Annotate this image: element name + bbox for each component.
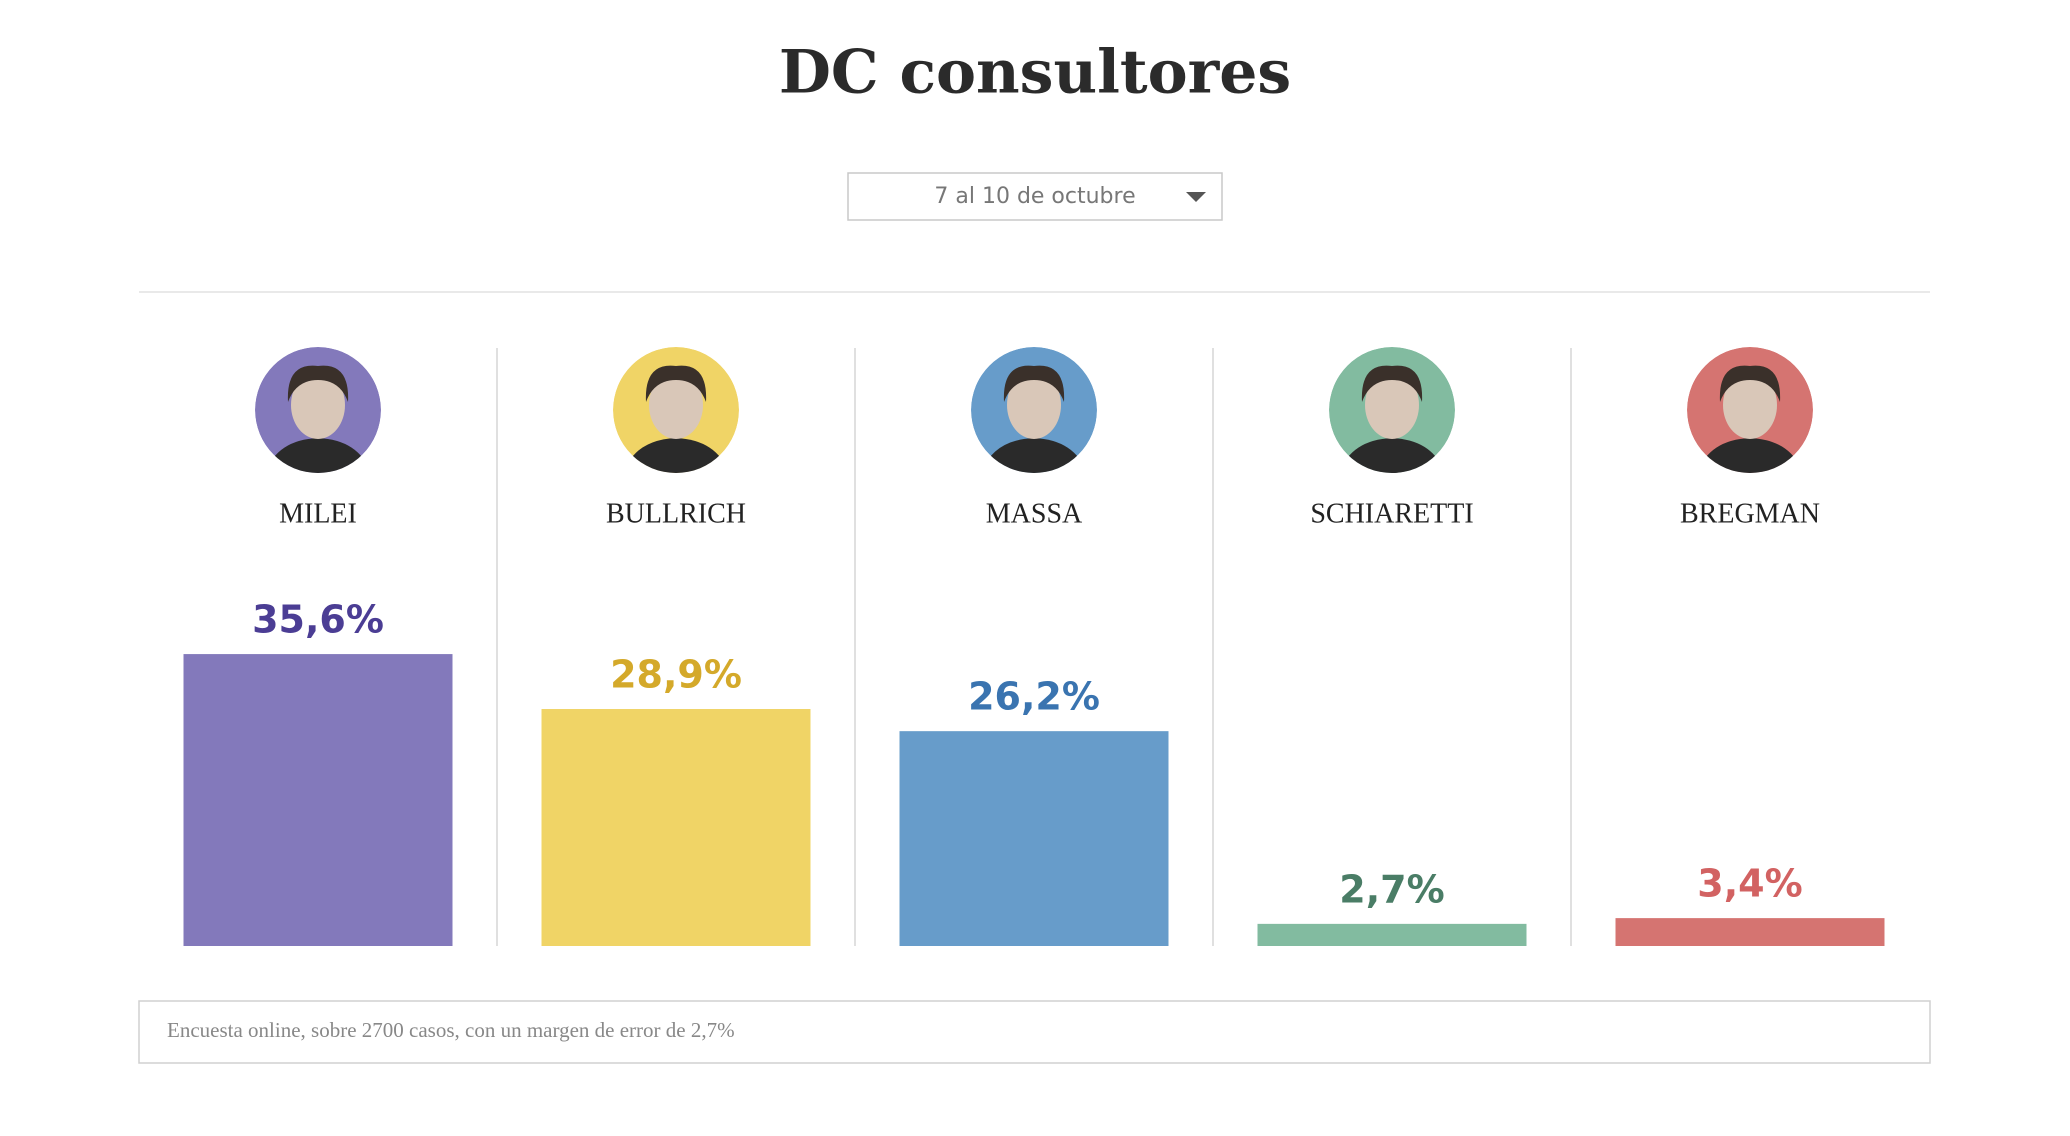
avatar xyxy=(255,347,381,473)
avatar xyxy=(613,347,739,473)
bar xyxy=(183,654,453,946)
note-box xyxy=(138,1000,1931,1064)
bar xyxy=(1615,918,1885,946)
avatar xyxy=(1687,347,1813,473)
value-label: 26,2% xyxy=(968,675,1100,719)
chart-title: DC consultores xyxy=(779,38,1291,108)
avatar-head xyxy=(291,371,345,439)
value-label: 3,4% xyxy=(1697,862,1802,906)
avatar-hair xyxy=(287,365,349,402)
dropdown-text[interactable]: 7 al 10 de octubre xyxy=(934,184,1135,209)
avatar-head xyxy=(649,371,703,439)
avatar xyxy=(971,347,1097,473)
dropdown-arrow[interactable] xyxy=(1186,192,1206,202)
candidate-name: BULLRICH xyxy=(606,498,746,529)
dropdown-box[interactable] xyxy=(847,172,1223,221)
avatar-hair xyxy=(1003,365,1065,402)
candidate-name: SCHIARETTI xyxy=(1310,498,1473,529)
candidate-name: MILEI xyxy=(279,498,357,529)
value-label: 2,7% xyxy=(1339,867,1444,911)
avatar-head xyxy=(1007,371,1061,439)
avatar-hair xyxy=(1719,365,1781,402)
avatar xyxy=(1329,347,1455,473)
avatar-hair xyxy=(1361,365,1423,402)
period-dropdown[interactable]: 7 al 10 de octubre xyxy=(847,172,1223,221)
note: Encuesta online, sobre 2700 casos, con u… xyxy=(167,1018,735,1042)
value-label: 35,6% xyxy=(252,598,384,642)
candidate-name: MASSA xyxy=(986,498,1083,529)
avatar-head xyxy=(1365,371,1419,439)
avatar-head xyxy=(1723,371,1777,439)
bar xyxy=(899,731,1169,946)
avatar-hair xyxy=(645,365,707,402)
bar xyxy=(1257,923,1527,946)
value-label: 28,9% xyxy=(610,653,742,697)
bar xyxy=(541,709,811,946)
candidate-name: BREGMAN xyxy=(1680,498,1820,529)
